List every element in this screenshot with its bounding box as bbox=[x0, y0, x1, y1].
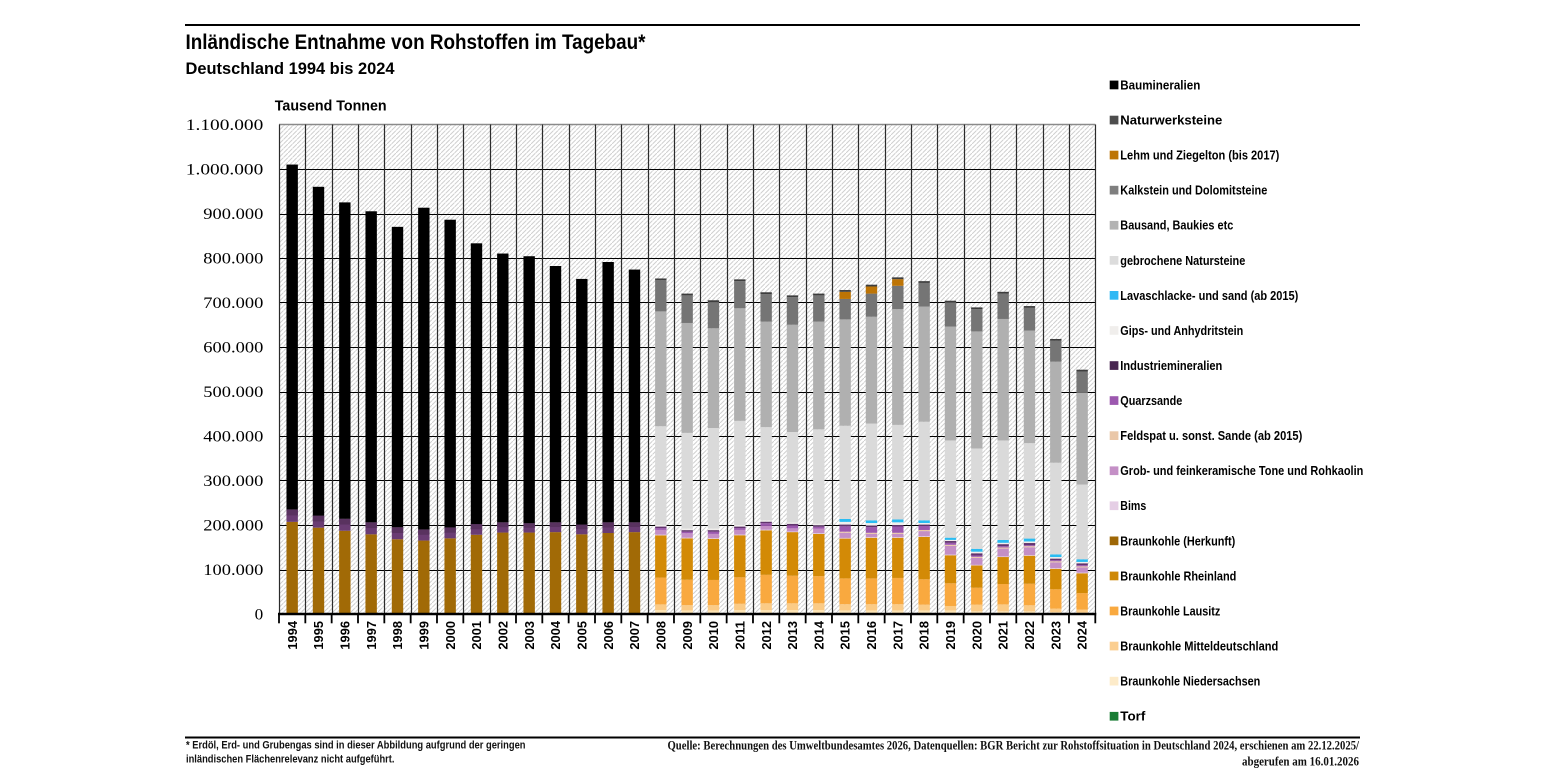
svg-text:2024: 2024 bbox=[1075, 620, 1090, 649]
svg-text:2017: 2017 bbox=[890, 621, 905, 650]
svg-text:Braunkohle Mitteldeutschland: Braunkohle Mitteldeutschland bbox=[1120, 640, 1278, 654]
svg-text:1.000.000: 1.000.000 bbox=[186, 161, 264, 178]
svg-text:Inländische Entnahme von Rohst: Inländische Entnahme von Rohstoffen im T… bbox=[186, 31, 647, 54]
svg-text:900.000: 900.000 bbox=[203, 206, 263, 223]
svg-text:gebrochene Natursteine: gebrochene Natursteine bbox=[1120, 254, 1245, 268]
svg-text:Bausand, Baukies etc: Bausand, Baukies etc bbox=[1120, 219, 1233, 233]
svg-text:2005: 2005 bbox=[574, 621, 589, 650]
svg-text:abgerufen am 16.01.2026: abgerufen am 16.01.2026 bbox=[1242, 754, 1359, 769]
svg-text:Tausend Tonnen: Tausend Tonnen bbox=[275, 99, 387, 115]
svg-text:Baumineralien: Baumineralien bbox=[1120, 78, 1200, 92]
svg-text:1995: 1995 bbox=[311, 621, 326, 650]
svg-text:2002: 2002 bbox=[495, 621, 510, 650]
svg-text:2006: 2006 bbox=[601, 621, 616, 650]
svg-text:Kalkstein und Dolomitsteine: Kalkstein und Dolomitsteine bbox=[1120, 184, 1267, 198]
svg-text:1998: 1998 bbox=[390, 621, 405, 650]
svg-text:2004: 2004 bbox=[548, 620, 563, 649]
svg-text:Braunkohle (Herkunft): Braunkohle (Herkunft) bbox=[1120, 534, 1235, 548]
svg-text:Quelle: Berechnungen des Umwel: Quelle: Berechnungen des Umweltbundesamt… bbox=[668, 738, 1360, 753]
svg-text:500.000: 500.000 bbox=[203, 384, 263, 401]
svg-text:2021: 2021 bbox=[996, 621, 1011, 650]
svg-text:2000: 2000 bbox=[443, 621, 458, 650]
svg-text:800.000: 800.000 bbox=[203, 250, 263, 267]
svg-text:2015: 2015 bbox=[838, 621, 853, 650]
svg-text:Quarzsande: Quarzsande bbox=[1120, 394, 1182, 408]
svg-text:1994: 1994 bbox=[285, 620, 300, 649]
svg-text:2008: 2008 bbox=[653, 621, 668, 650]
svg-text:* Erdöl, Erd- und Grubengas si: * Erdöl, Erd- und Grubengas sind in dies… bbox=[186, 740, 526, 752]
svg-text:2023: 2023 bbox=[1048, 621, 1063, 650]
svg-text:300.000: 300.000 bbox=[203, 473, 263, 490]
svg-text:2018: 2018 bbox=[917, 621, 932, 650]
svg-text:2016: 2016 bbox=[864, 621, 879, 650]
svg-text:inländischen Flächenrelevanz n: inländischen Flächenrelevanz nicht aufge… bbox=[186, 754, 395, 766]
svg-text:Gips- und Anhydritstein: Gips- und Anhydritstein bbox=[1120, 324, 1243, 338]
svg-text:2020: 2020 bbox=[969, 621, 984, 650]
svg-text:2003: 2003 bbox=[522, 621, 537, 650]
svg-text:2012: 2012 bbox=[759, 621, 774, 650]
svg-text:1.100.000: 1.100.000 bbox=[186, 117, 264, 134]
svg-text:Braunkohle Niedersachsen: Braunkohle Niedersachsen bbox=[1120, 675, 1260, 689]
svg-text:Grob- und feinkeramische Tone: Grob- und feinkeramische Tone und Rohkao… bbox=[1120, 464, 1363, 478]
svg-text:600.000: 600.000 bbox=[203, 339, 263, 356]
svg-text:Deutschland 1994 bis 2024: Deutschland 1994 bis 2024 bbox=[186, 60, 396, 78]
svg-text:Torf: Torf bbox=[1120, 710, 1146, 724]
svg-text:700.000: 700.000 bbox=[203, 295, 263, 312]
svg-text:Feldspat u. sonst. Sande (ab 2: Feldspat u. sonst. Sande (ab 2015) bbox=[1120, 429, 1302, 443]
svg-text:Industriemineralien: Industriemineralien bbox=[1120, 359, 1222, 373]
svg-text:Braunkohle Lausitz: Braunkohle Lausitz bbox=[1120, 604, 1220, 618]
svg-text:Naturwerksteine: Naturwerksteine bbox=[1120, 114, 1222, 128]
svg-text:2007: 2007 bbox=[627, 621, 642, 650]
svg-text:1999: 1999 bbox=[416, 621, 431, 650]
svg-text:2011: 2011 bbox=[732, 621, 747, 650]
svg-text:1997: 1997 bbox=[364, 621, 379, 650]
svg-text:2009: 2009 bbox=[680, 621, 695, 650]
svg-text:2013: 2013 bbox=[785, 621, 800, 650]
svg-text:200.000: 200.000 bbox=[203, 517, 263, 534]
svg-text:2022: 2022 bbox=[1022, 621, 1037, 650]
svg-text:Lavaschlacke- und sand (ab 201: Lavaschlacke- und sand (ab 2015) bbox=[1120, 289, 1298, 303]
svg-text:400.000: 400.000 bbox=[203, 428, 263, 445]
svg-text:2010: 2010 bbox=[706, 621, 721, 650]
svg-text:100.000: 100.000 bbox=[203, 562, 263, 579]
svg-text:1996: 1996 bbox=[337, 621, 352, 650]
svg-text:Braunkohle Rheinland: Braunkohle Rheinland bbox=[1120, 569, 1236, 583]
svg-text:2014: 2014 bbox=[811, 620, 826, 649]
svg-text:0: 0 bbox=[255, 606, 264, 623]
svg-text:2019: 2019 bbox=[943, 621, 958, 650]
svg-text:Bims: Bims bbox=[1120, 499, 1146, 513]
svg-text:Lehm und Ziegelton (bis 2017): Lehm und Ziegelton (bis 2017) bbox=[1120, 149, 1279, 163]
svg-text:2001: 2001 bbox=[469, 621, 484, 650]
